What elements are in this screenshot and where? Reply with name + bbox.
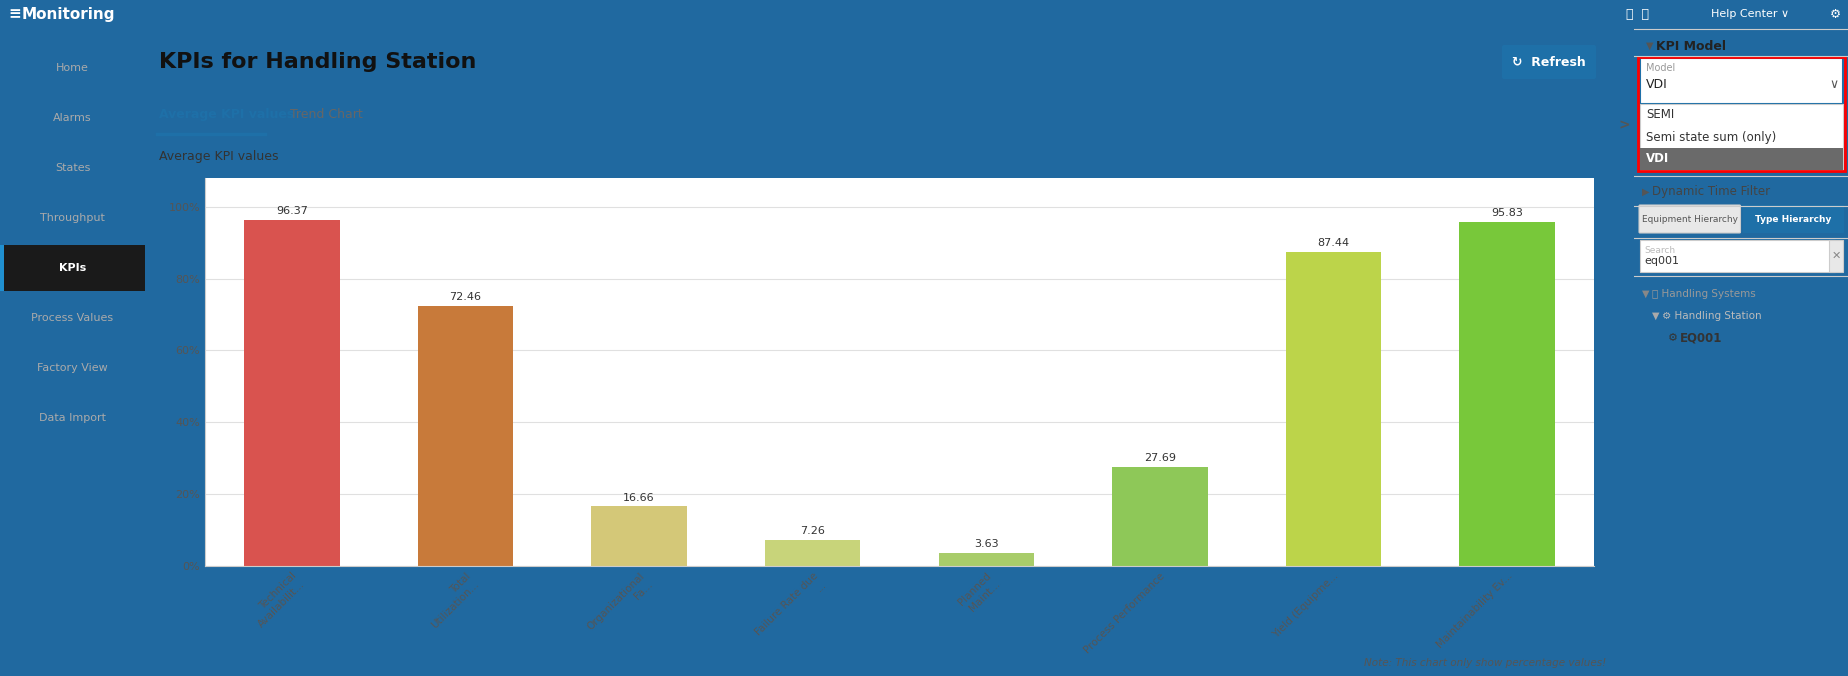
Bar <box>591 506 686 566</box>
Text: Help Center ∨: Help Center ∨ <box>1709 9 1789 19</box>
Text: 16.66: 16.66 <box>623 493 654 502</box>
Text: eq001: eq001 <box>1643 256 1678 266</box>
Text: SEMI: SEMI <box>1645 109 1672 122</box>
Text: Average KPI values: Average KPI values <box>159 108 294 122</box>
Text: Throughput: Throughput <box>41 213 105 223</box>
Text: Alarms: Alarms <box>54 113 92 123</box>
FancyBboxPatch shape <box>1828 240 1842 272</box>
Text: Home: Home <box>55 63 89 73</box>
Text: ⚙: ⚙ <box>1830 7 1841 20</box>
Bar <box>1458 222 1554 566</box>
Text: ⚙ Handling Station: ⚙ Handling Station <box>1661 311 1761 321</box>
Bar <box>418 306 514 566</box>
Text: KPIs for Handling Station: KPIs for Handling Station <box>159 52 477 72</box>
Text: 96.37: 96.37 <box>275 206 307 216</box>
Text: KPIs: KPIs <box>59 263 87 273</box>
Text: States: States <box>55 163 91 173</box>
Text: Dynamic Time Filter: Dynamic Time Filter <box>1650 185 1769 199</box>
Text: 7.26: 7.26 <box>800 527 824 536</box>
Text: ✕: ✕ <box>1830 251 1841 261</box>
Text: 3.63: 3.63 <box>974 539 998 550</box>
Text: 72.46: 72.46 <box>449 292 480 302</box>
Bar <box>0 245 144 291</box>
FancyBboxPatch shape <box>1639 104 1842 170</box>
Text: Type Hierarchy: Type Hierarchy <box>1754 214 1831 224</box>
Text: Note: This chart only show percentage values!: Note: This chart only show percentage va… <box>1364 658 1606 668</box>
Bar <box>1284 252 1380 566</box>
Text: ∨: ∨ <box>1830 78 1839 91</box>
Text: 87.44: 87.44 <box>1318 238 1349 248</box>
Bar <box>1112 466 1207 566</box>
Text: ▶: ▶ <box>1641 187 1648 197</box>
Bar <box>244 220 340 566</box>
Text: Factory View: Factory View <box>37 363 107 373</box>
Text: Average KPI values: Average KPI values <box>159 150 279 163</box>
Text: EQ001: EQ001 <box>1680 331 1722 345</box>
Bar <box>765 540 859 566</box>
Text: VDI: VDI <box>1645 153 1669 166</box>
Text: Monitoring: Monitoring <box>22 7 115 22</box>
Text: 95.83: 95.83 <box>1491 208 1523 218</box>
Bar <box>0 245 4 291</box>
Text: ▼: ▼ <box>1641 289 1648 299</box>
Text: Search: Search <box>1643 246 1674 255</box>
Text: Equipment Hierarchy: Equipment Hierarchy <box>1641 214 1737 224</box>
Bar <box>939 553 1033 566</box>
Text: ≡: ≡ <box>7 7 20 22</box>
FancyBboxPatch shape <box>1637 205 1739 233</box>
Text: Trend Chart: Trend Chart <box>290 108 362 122</box>
Bar <box>1639 148 1842 170</box>
Text: ⚙: ⚙ <box>1667 333 1678 343</box>
Text: 27.69: 27.69 <box>1144 453 1175 463</box>
Text: ▼: ▼ <box>1645 41 1652 51</box>
Text: ▼: ▼ <box>1650 311 1660 321</box>
Text: ↻  Refresh: ↻ Refresh <box>1512 55 1586 68</box>
Text: Process Values: Process Values <box>31 313 113 323</box>
Text: VDI: VDI <box>1645 78 1667 91</box>
Text: >: > <box>1617 118 1628 132</box>
Text: Semi state sum (only): Semi state sum (only) <box>1645 130 1776 143</box>
Text: 📁 Handling Systems: 📁 Handling Systems <box>1650 289 1756 299</box>
Text: Data Import: Data Import <box>39 413 105 423</box>
FancyBboxPatch shape <box>1501 45 1595 79</box>
FancyBboxPatch shape <box>1639 58 1842 104</box>
FancyBboxPatch shape <box>1741 205 1842 233</box>
Text: 🔔  🔍: 🔔 🔍 <box>1624 7 1648 20</box>
Text: Model: Model <box>1645 63 1674 73</box>
Text: KPI Model: KPI Model <box>1656 39 1724 53</box>
FancyBboxPatch shape <box>1639 240 1833 272</box>
